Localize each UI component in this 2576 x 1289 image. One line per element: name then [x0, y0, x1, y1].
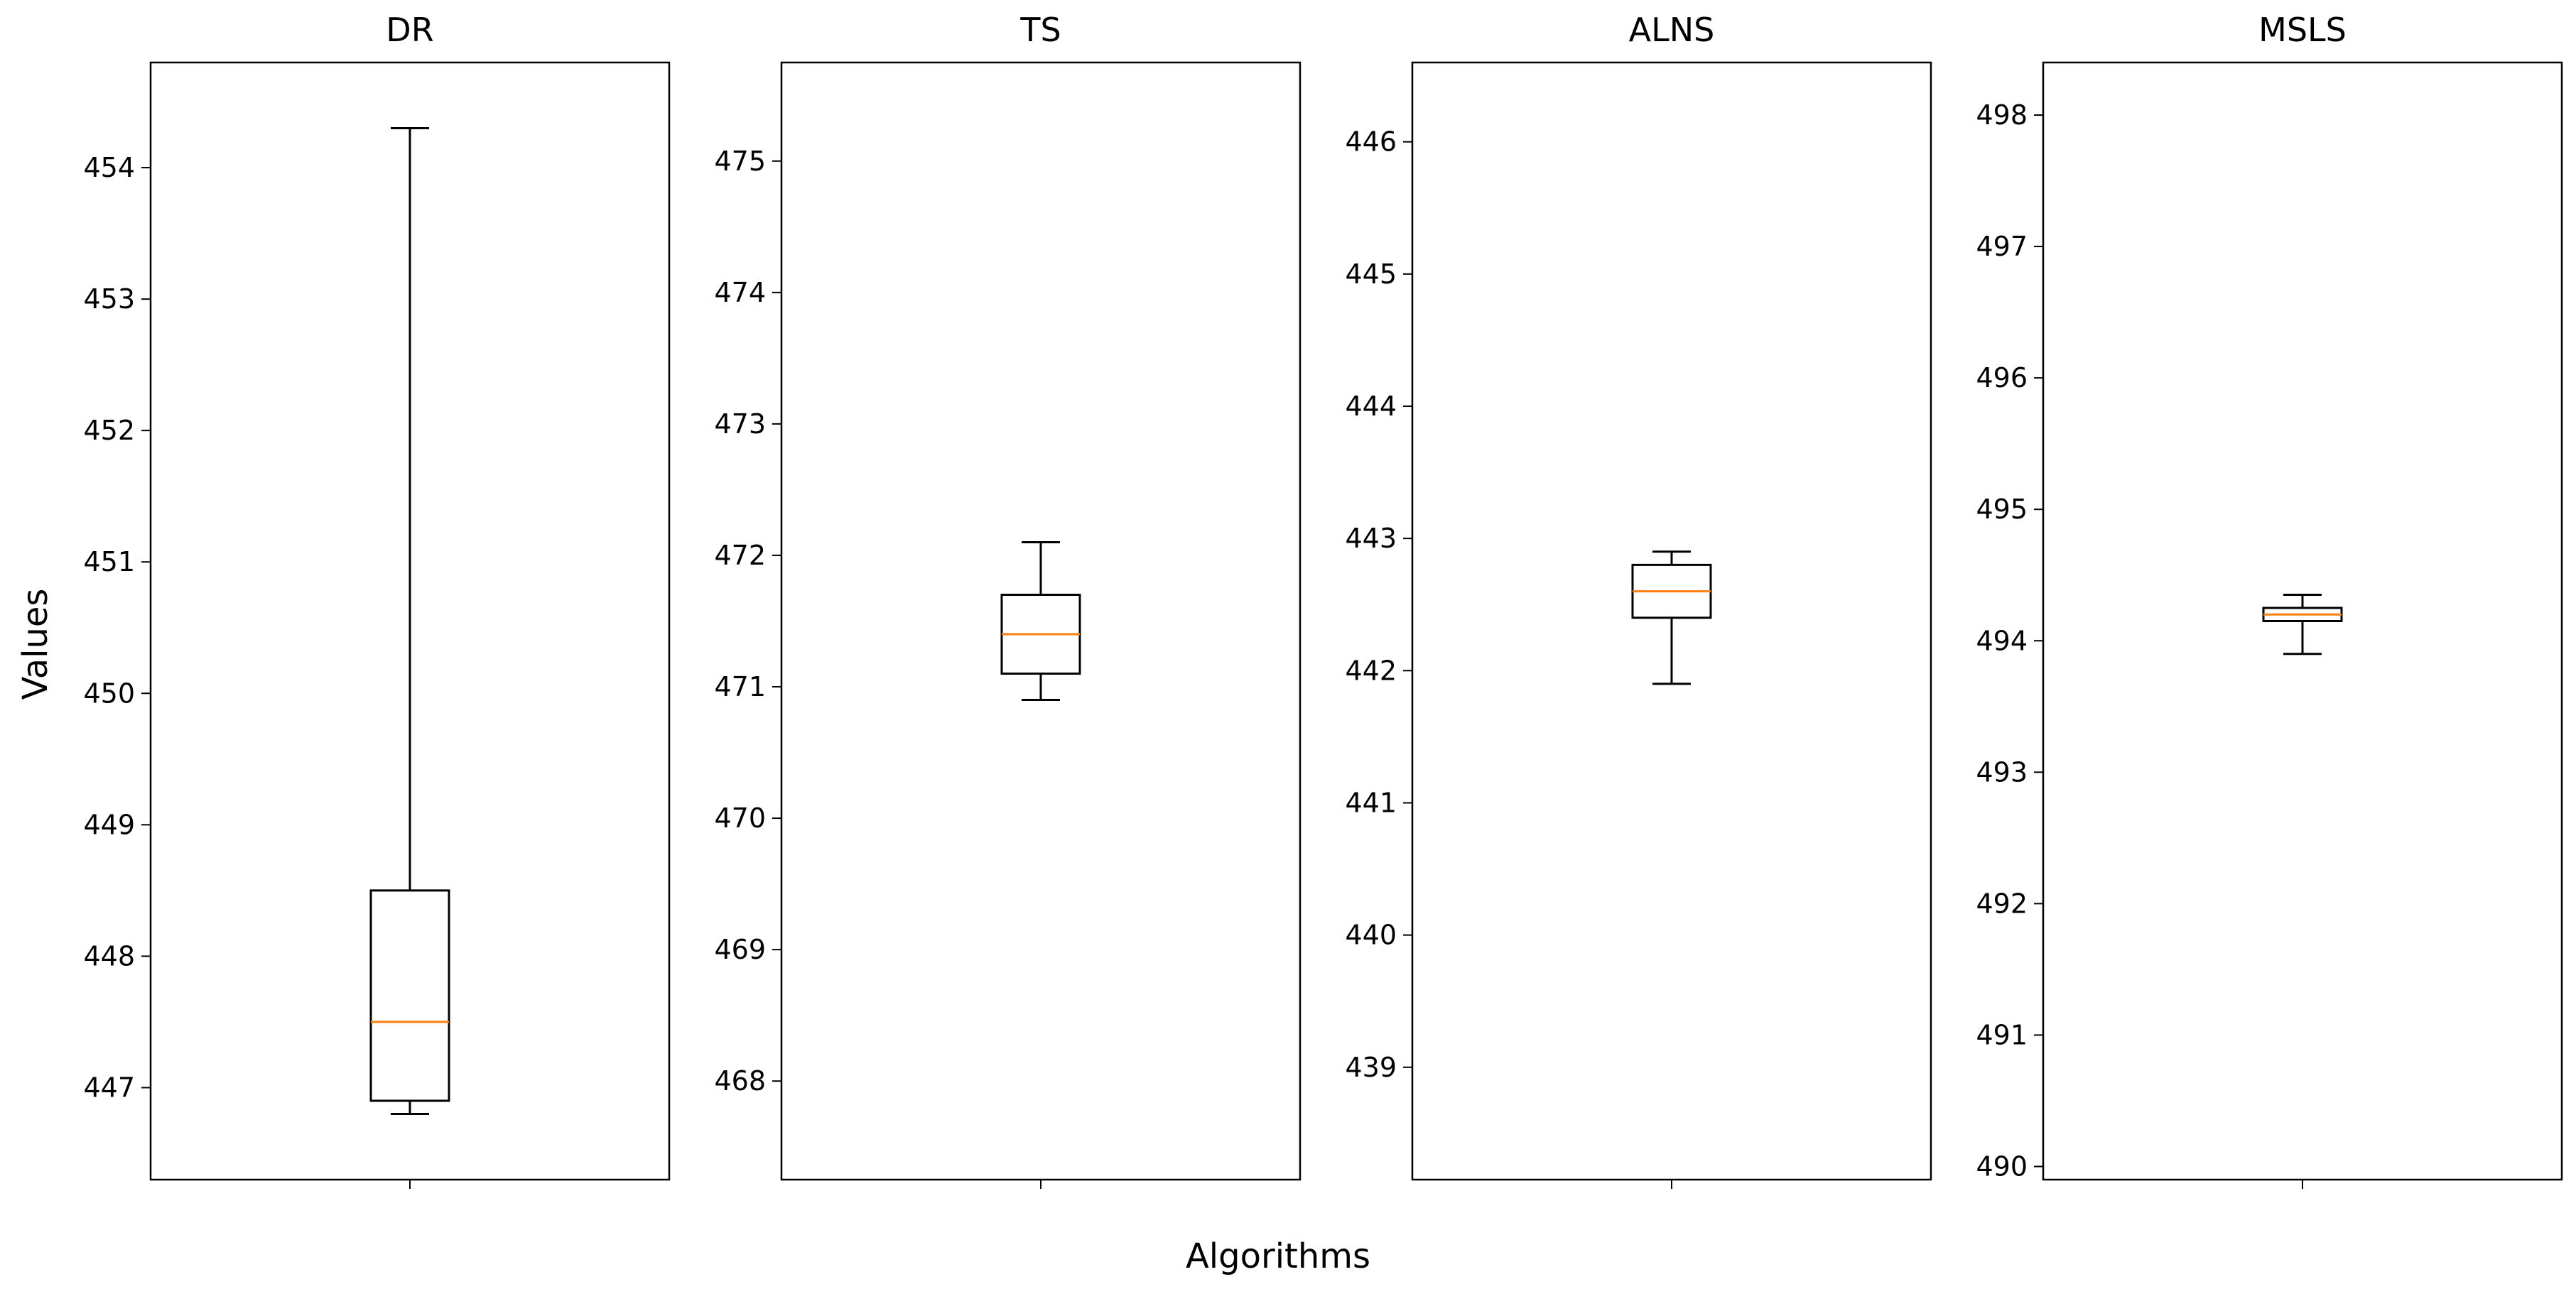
panels: DR 447 448 449 450 451 452 453 454 TS 468 469 470 471…: [83, 11, 2563, 1189]
y-tick-label: 452: [83, 415, 135, 446]
y-tick-label: 472: [714, 540, 766, 571]
axes-frame: [780, 61, 1301, 1181]
y-tick-label: 494: [1976, 625, 2028, 656]
y-tick-label: 442: [1345, 655, 1397, 686]
y-tick-label: 446: [1345, 126, 1397, 158]
y-axis-title: Values: [16, 589, 55, 700]
x-axis-title: Algorithms: [1186, 1236, 1370, 1276]
y-tick-label: 468: [714, 1065, 766, 1097]
iqr-box: [369, 889, 450, 1102]
y-tick-label: 441: [1345, 787, 1397, 818]
panel-title: DR: [386, 11, 433, 49]
y-tick-label: 449: [83, 809, 135, 840]
panel-title: MSLS: [2258, 11, 2347, 49]
panel-msls: MSLS 490 491 492 493 494 495 496 497 498: [1976, 11, 2563, 1189]
y-tick-label: 473: [714, 408, 766, 440]
y-tick-label: 439: [1345, 1052, 1397, 1083]
axes-frame: [2042, 61, 2563, 1181]
panel-ts: TS 468 469 470 471 472 473 474 475: [714, 11, 1301, 1189]
panel-alns: ALNS 439 440 441 442 443 444 445 446: [1345, 11, 1932, 1189]
y-tick-label: 497: [1976, 231, 2028, 262]
y-tick-label: 443: [1345, 523, 1397, 554]
y-tick-label: 453: [83, 283, 135, 315]
y-tick-label: 496: [1976, 362, 2028, 393]
y-tick-label: 447: [83, 1072, 135, 1103]
y-tick-label: 495: [1976, 494, 2028, 525]
y-tick-label: 440: [1345, 920, 1397, 951]
y-tick-label: 445: [1345, 259, 1397, 290]
y-tick-label: 470: [714, 803, 766, 834]
y-tick-label: 471: [714, 671, 766, 702]
axes-frame: [1411, 61, 1932, 1181]
panel-title: TS: [1019, 11, 1061, 49]
y-tick-label: 493: [1976, 756, 2028, 788]
y-tick-label: 491: [1976, 1019, 2028, 1050]
y-tick-label: 490: [1976, 1151, 2028, 1182]
y-tick-label: 454: [83, 152, 135, 183]
y-tick-label: 498: [1976, 99, 2028, 131]
y-tick-label: 474: [714, 277, 766, 308]
y-tick-label: 450: [83, 678, 135, 709]
y-tick-label: 451: [83, 546, 135, 577]
y-tick-label: 475: [714, 146, 766, 177]
axes-frame: [149, 61, 671, 1181]
panel-title: ALNS: [1629, 11, 1715, 49]
y-tick-label: 444: [1345, 391, 1397, 422]
y-tick-label: 492: [1976, 888, 2028, 919]
panel-dr: DR 447 448 449 450 451 452 453 454: [83, 11, 671, 1189]
y-tick-label: 469: [714, 934, 766, 965]
y-tick-label: 448: [83, 940, 135, 972]
